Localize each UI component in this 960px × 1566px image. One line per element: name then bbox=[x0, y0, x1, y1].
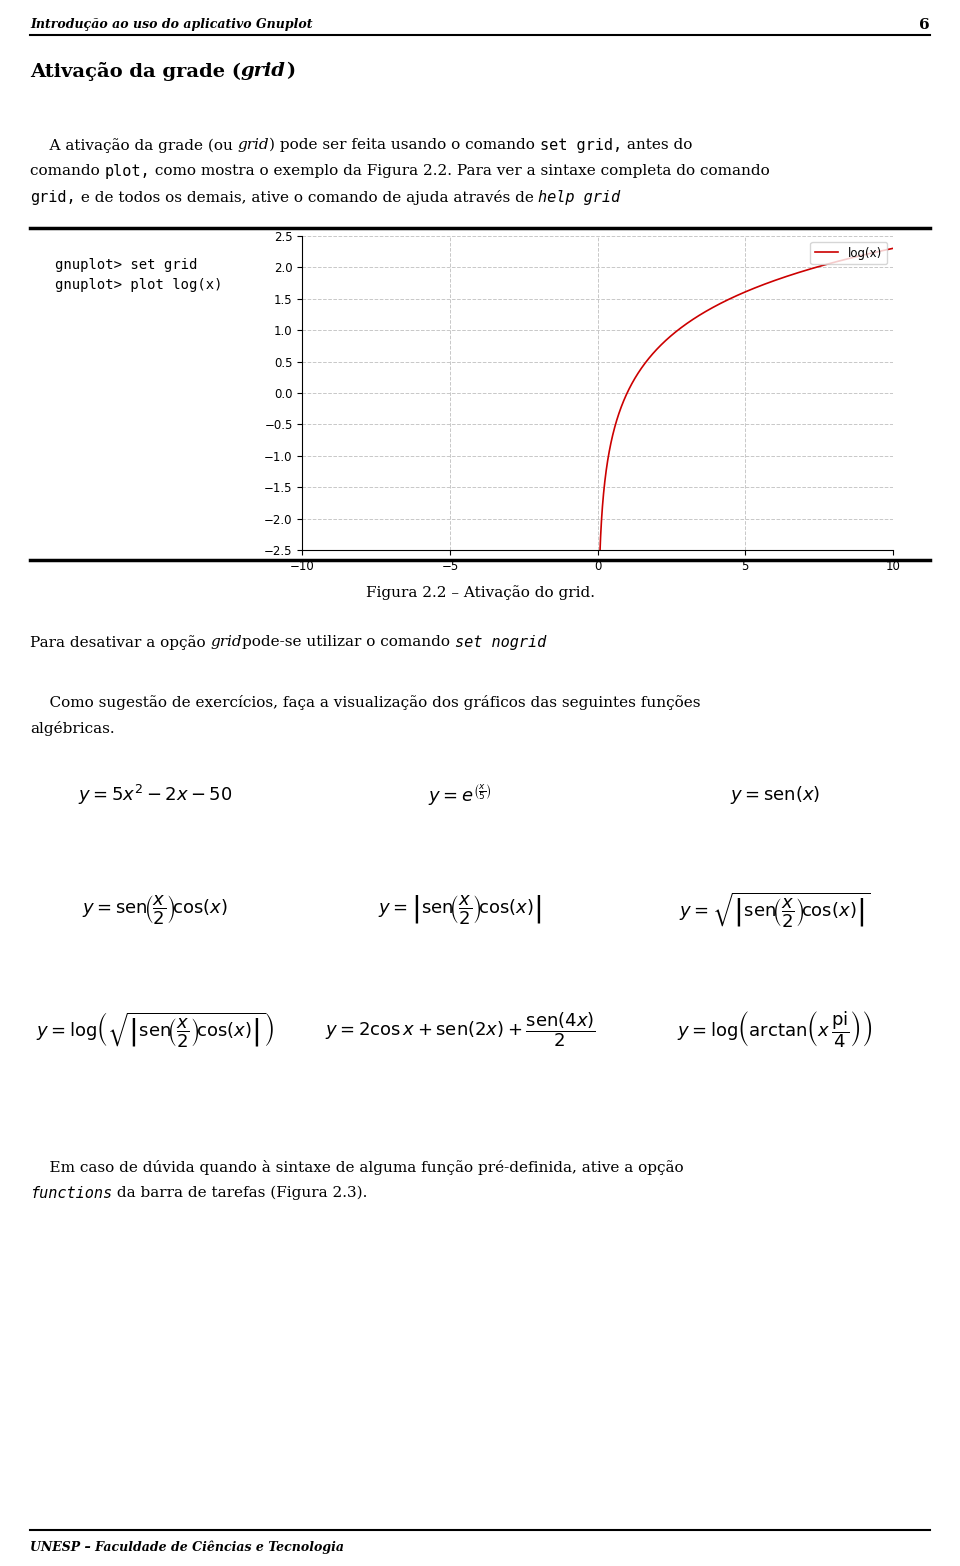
Text: pode-se utilizar o comando: pode-se utilizar o comando bbox=[242, 634, 455, 648]
Text: set grid,: set grid, bbox=[540, 138, 622, 153]
Text: algébricas.: algébricas. bbox=[30, 720, 114, 736]
Text: Como sugestão de exercícios, faça a visualização dos gráficos das seguintes funç: Como sugestão de exercícios, faça a visu… bbox=[30, 695, 701, 709]
Text: e de todos os demais, ative o comando de ajuda através de: e de todos os demais, ative o comando de… bbox=[76, 189, 539, 205]
Text: $y = \log\!\left(\sqrt{\left|\mathrm{sen}\!\left(\dfrac{x}{2}\right)\!\cos(x)\ri: $y = \log\!\left(\sqrt{\left|\mathrm{sen… bbox=[36, 1010, 274, 1049]
Text: $y = \mathrm{sen}(x)$: $y = \mathrm{sen}(x)$ bbox=[730, 785, 820, 806]
Text: grid,: grid, bbox=[30, 189, 76, 205]
Text: $y = \log\!\left(\arctan\!\left(x\,\dfrac{\mathrm{pi}}{4}\right)\right)$: $y = \log\!\left(\arctan\!\left(x\,\dfra… bbox=[677, 1010, 873, 1051]
Legend: log(x): log(x) bbox=[810, 241, 887, 265]
Text: grid: grid bbox=[238, 138, 270, 152]
Text: gnuplot> plot log(x): gnuplot> plot log(x) bbox=[55, 279, 223, 291]
Text: functions: functions bbox=[30, 1185, 112, 1201]
Text: grid: grid bbox=[241, 63, 286, 80]
Text: $y = \mathrm{sen}\!\left(\dfrac{x}{2}\right)\!\cos(x)$: $y = \mathrm{sen}\!\left(\dfrac{x}{2}\ri… bbox=[82, 894, 228, 927]
Text: plot,: plot, bbox=[105, 164, 151, 179]
Text: help grid: help grid bbox=[539, 189, 620, 205]
Text: set nogrid: set nogrid bbox=[455, 634, 546, 650]
Text: $y = \left|\mathrm{sen}\!\left(\dfrac{x}{2}\right)\!\cos(x)\right|$: $y = \left|\mathrm{sen}\!\left(\dfrac{x}… bbox=[378, 894, 541, 927]
Text: da barra de tarefas (Figura 2.3).: da barra de tarefas (Figura 2.3). bbox=[112, 1185, 368, 1201]
Text: 6: 6 bbox=[920, 17, 930, 31]
Text: UNESP – Faculdade de Ciências e Tecnologia: UNESP – Faculdade de Ciências e Tecnolog… bbox=[30, 1539, 344, 1553]
Text: ): ) bbox=[286, 63, 295, 80]
Text: como mostra o exemplo da Figura 2.2. Para ver a sintaxe completa do comando: como mostra o exemplo da Figura 2.2. Par… bbox=[151, 164, 770, 179]
Text: antes do: antes do bbox=[622, 138, 692, 152]
Text: $y = \sqrt{\left|\mathrm{sen}\!\left(\dfrac{x}{2}\right)\!\cos(x)\right|}$: $y = \sqrt{\left|\mathrm{sen}\!\left(\df… bbox=[680, 891, 871, 930]
Text: A ativação da grade (ou: A ativação da grade (ou bbox=[30, 138, 238, 153]
Text: ) pode ser feita usando o comando: ) pode ser feita usando o comando bbox=[270, 138, 540, 152]
Text: $y = e^{\left(\frac{x}{5}\right)}$: $y = e^{\left(\frac{x}{5}\right)}$ bbox=[428, 783, 492, 808]
Text: $y = 5x^2 - 2x - 50$: $y = 5x^2 - 2x - 50$ bbox=[78, 783, 232, 806]
Text: grid: grid bbox=[210, 634, 242, 648]
Text: Figura 2.2 – Ativação do grid.: Figura 2.2 – Ativação do grid. bbox=[366, 586, 594, 600]
Text: Ativação da grade (: Ativação da grade ( bbox=[30, 63, 241, 81]
Text: gnuplot> set grid: gnuplot> set grid bbox=[55, 258, 198, 272]
Text: $y = 2\cos x + \mathrm{sen}(2x) + \dfrac{\mathrm{sen}(4x)}{2}$: $y = 2\cos x + \mathrm{sen}(2x) + \dfrac… bbox=[324, 1010, 595, 1049]
Text: Para desativar a opção: Para desativar a opção bbox=[30, 634, 210, 650]
Text: Em caso de dúvida quando à sintaxe de alguma função pré-definida, ative a opção: Em caso de dúvida quando à sintaxe de al… bbox=[30, 1160, 684, 1174]
Text: Introdução ao uso do aplicativo Gnuplot: Introdução ao uso do aplicativo Gnuplot bbox=[30, 17, 313, 31]
Text: comando: comando bbox=[30, 164, 105, 179]
